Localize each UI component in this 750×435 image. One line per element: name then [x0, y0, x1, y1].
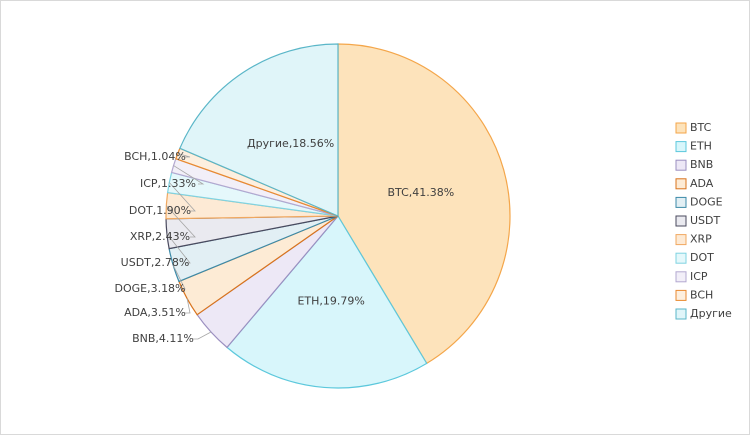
data-label: BCH,1.04%: [124, 150, 186, 163]
legend-label: DOT: [690, 251, 714, 264]
legend-swatch: [675, 159, 687, 171]
legend-label: BTC: [690, 121, 712, 134]
pie-slice: [179, 43, 339, 217]
legend-swatch: [675, 215, 687, 227]
pie-slice: [226, 214, 428, 389]
data-label: ICP,1.33%: [140, 177, 196, 190]
data-label: ETH,19.79%: [297, 295, 364, 308]
data-label: DOGE,3.18%: [114, 282, 185, 295]
legend-label: ADA: [690, 177, 714, 190]
legend-label: ETH: [690, 140, 712, 153]
legend-swatch: [675, 308, 687, 320]
data-label: USDT,2.78%: [121, 256, 190, 269]
data-label: Другие,18.56%: [247, 137, 334, 150]
data-label: XRP,2.43%: [130, 230, 190, 243]
legend-label: USDT: [690, 214, 721, 227]
legend-swatch: [675, 271, 687, 283]
leader-line: [166, 233, 191, 264]
legend-label: ICP: [690, 270, 708, 283]
legend-swatch: [675, 141, 687, 153]
leader-line: [173, 165, 205, 185]
legend-swatch: [675, 234, 687, 246]
pie-slice: [337, 43, 511, 365]
legend-label: XRP: [690, 233, 712, 246]
legend-swatch: [675, 252, 687, 264]
data-label: DOT,1.90%: [129, 204, 191, 217]
data-label: BTC,41.38%: [387, 186, 454, 199]
data-label: ADA,3.51%: [124, 306, 186, 319]
legend-swatch: [675, 289, 687, 301]
legend-label: BNB: [690, 158, 713, 171]
leader-line: [169, 182, 196, 212]
legend-swatch: [675, 196, 687, 208]
data-label: BNB,4.11%: [132, 332, 194, 345]
leader-line: [177, 153, 191, 158]
leader-line: [166, 205, 196, 238]
legend-label: DOGE: [690, 195, 723, 208]
leader-line: [172, 265, 186, 290]
leader-line: [185, 298, 191, 314]
legend-label: BCH: [690, 288, 713, 301]
legend-swatch: [675, 178, 687, 190]
legend-swatch: [675, 122, 687, 134]
legend-label: Другие: [690, 307, 732, 320]
leader-line: [193, 331, 212, 340]
